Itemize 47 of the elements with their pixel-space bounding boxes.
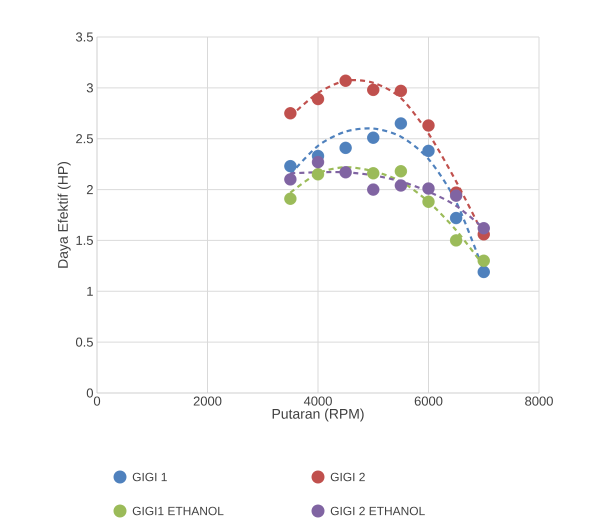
y-tick-label: 0.5	[76, 338, 93, 347]
point	[339, 142, 352, 154]
y-axis-title: Daya Efektif (HP)	[58, 162, 71, 268]
x-tick-label: 6000	[414, 396, 442, 406]
point	[284, 192, 297, 205]
legend-label: GIGI 2	[330, 472, 365, 482]
y-tick-label: 3.5	[76, 32, 93, 42]
x-tick-label: 2000	[194, 396, 222, 406]
point	[394, 179, 408, 192]
x-tick-label: 8000	[525, 396, 553, 406]
y-tick-label: 3	[86, 83, 93, 92]
point	[478, 254, 490, 267]
point	[422, 144, 435, 158]
point	[422, 119, 435, 132]
point	[450, 234, 462, 247]
x-axis-title: Putaran (RPM)	[272, 408, 364, 422]
legend-label: GIGI 1	[132, 472, 167, 482]
point	[422, 196, 435, 208]
x-tick-label: 4000	[304, 396, 332, 406]
legend-label: GIGI 2 ETHANOL	[330, 506, 425, 516]
point	[394, 84, 408, 98]
point	[478, 266, 490, 278]
legend-label: GIGI1 ETHANOL	[132, 506, 224, 516]
point	[394, 165, 408, 178]
y-tick-label: 0	[86, 388, 93, 398]
point	[422, 182, 435, 195]
point	[312, 168, 324, 181]
y-tick-label: 2.5	[76, 134, 93, 144]
point	[339, 166, 352, 178]
y-tick-label: 1	[87, 286, 93, 296]
point	[339, 74, 352, 87]
point	[450, 212, 462, 224]
point	[312, 156, 324, 168]
point	[367, 131, 380, 144]
y-tick-label: 2	[86, 185, 93, 194]
point	[394, 117, 408, 130]
point	[367, 84, 380, 96]
point	[367, 183, 380, 196]
x-tick-label: 0	[94, 396, 100, 406]
point	[284, 173, 297, 186]
y-tick-label: 1.5	[76, 236, 93, 245]
point	[367, 167, 380, 180]
point	[284, 160, 297, 172]
point	[284, 107, 297, 120]
point	[312, 92, 324, 106]
point	[478, 222, 490, 234]
point	[450, 189, 462, 202]
